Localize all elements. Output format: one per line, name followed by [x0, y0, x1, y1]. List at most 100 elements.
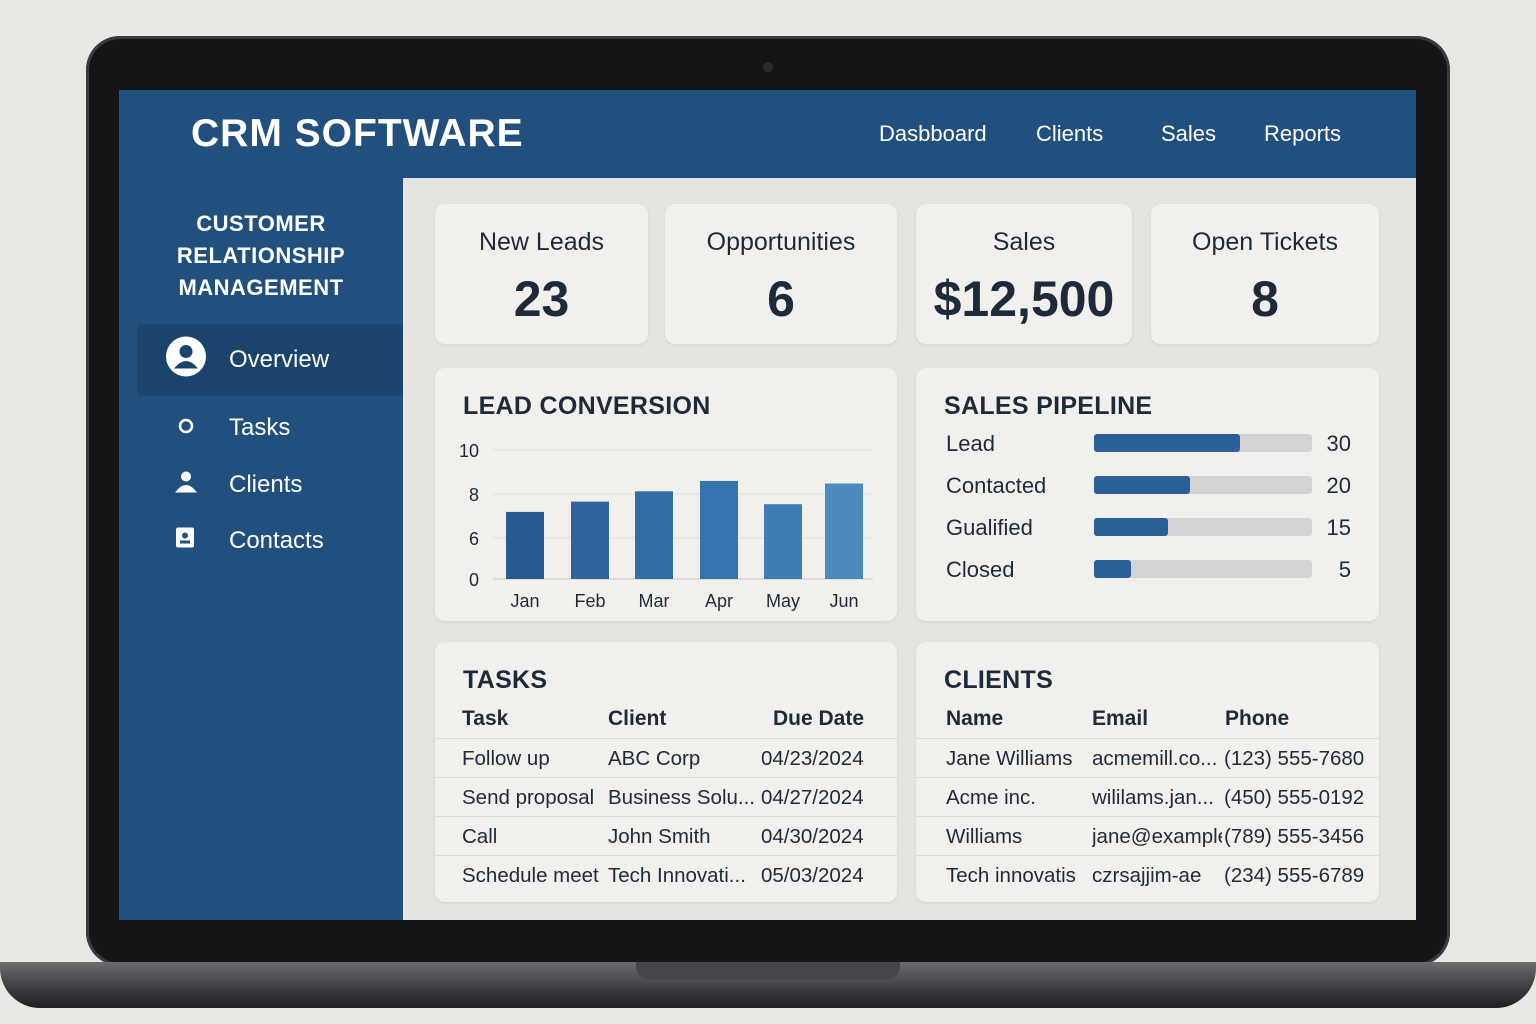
x-tick-label: Jan [510, 591, 539, 611]
y-tick-label: 6 [469, 529, 479, 549]
pipeline-bar-track [1094, 476, 1312, 494]
nav-sales[interactable]: Sales [1161, 121, 1217, 146]
chart-bar [635, 491, 673, 579]
pipeline-bar-track [1094, 434, 1312, 452]
pipeline-bar-fill [1094, 434, 1241, 452]
pipeline-bar-fill [1094, 560, 1132, 578]
pipeline-title: SALES PIPELINE [944, 392, 1153, 420]
x-tick-label: Feb [574, 591, 605, 611]
person-icon [174, 470, 198, 501]
x-tick-label: Jun [829, 591, 858, 611]
table-cell: Acme inc. [946, 786, 1036, 809]
tasks-card: TASKS Task Client Due Date Follow up ABC … [435, 642, 897, 902]
sidebar-item-tasks[interactable]: Tasks [137, 392, 403, 464]
x-tick-label: Apr [705, 591, 733, 611]
pipeline-bar-track [1094, 518, 1312, 536]
sidebar-item-label: Overview [229, 346, 330, 373]
table-cell: ABC Corp [608, 747, 701, 770]
y-tick-label: 10 [459, 441, 479, 461]
table-row[interactable]: Send proposal Business Solu... 04/27/2024 [435, 777, 897, 817]
contact-card-icon [175, 527, 195, 556]
pipeline-bar-fill [1094, 476, 1190, 494]
table-cell: wililams.jan... [1092, 786, 1214, 809]
kpi-value: 23 [513, 271, 570, 327]
sidebar-item-label: Contacts [229, 527, 324, 554]
sidebar-item-clients[interactable]: Clients [137, 449, 403, 521]
pipeline-stage-label: Contacted [946, 473, 1047, 498]
tasks-header-due-date: Due Date [773, 707, 865, 730]
pipeline-stage-value: 5 [1338, 557, 1351, 582]
sidebar-item-contacts[interactable]: Contacts [137, 505, 403, 577]
y-tick-label: 0 [469, 570, 479, 590]
sidebar-title-line: CUSTOMER [196, 211, 326, 236]
table-cell: (789) 555-3456 [1224, 825, 1365, 848]
table-cell: acmemill.co... [1092, 747, 1218, 770]
chart-bar [506, 511, 544, 579]
tasks-title: TASKS [463, 666, 548, 694]
kpi-card-sales: Sales $12,500 [916, 204, 1132, 344]
chart-bar [700, 480, 738, 579]
app-screen: CRM SOFTWARE Dasbboard Clients Sales Rep… [119, 90, 1416, 920]
sidebar: CUSTOMER RELATIONSHIP MANAGEMENT Overvie… [119, 178, 403, 920]
pipeline-bar-track [1094, 560, 1312, 578]
nav-reports[interactable]: Reports [1264, 121, 1342, 146]
kpi-value: 8 [1251, 271, 1279, 327]
sidebar-item-overview[interactable]: Overview [137, 324, 403, 396]
table-cell: 04/27/2024 [761, 786, 864, 809]
table-row[interactable]: Follow up ABC Corp 04/23/2024 [435, 738, 897, 778]
table-cell: Williams [946, 825, 1023, 848]
kpi-card-new-leads: New Leads 23 [435, 204, 648, 344]
circle-icon [177, 414, 195, 442]
table-cell: (123) 555-7680 [1224, 747, 1365, 770]
sidebar-title: CUSTOMER RELATIONSHIP MANAGEMENT [119, 208, 403, 304]
table-cell: Send proposal [462, 786, 595, 809]
x-tick-label: Mar [639, 591, 670, 611]
table-cell: Business Solu... [608, 786, 755, 809]
pipeline-stage-label: Gualified [946, 515, 1033, 540]
clients-header-name: Name [946, 707, 1004, 730]
kpi-card-opportunities: Opportunities 6 [665, 204, 897, 344]
table-cell: (234) 555-6789 [1224, 864, 1365, 887]
nav-dashboard[interactable]: Dasbboard [879, 121, 987, 146]
nav-clients[interactable]: Clients [1036, 121, 1104, 146]
pipeline-stage-value: 30 [1326, 431, 1351, 456]
chart-bar [825, 483, 863, 579]
table-cell: czrsajjim-ae [1092, 864, 1202, 887]
table-cell: Jane Williams [946, 747, 1073, 770]
sidebar-title-line: MANAGEMENT [178, 275, 344, 300]
kpi-label: Opportunities [706, 228, 856, 256]
laptop-notch [636, 962, 900, 980]
clients-card: CLIENTS Name Email Phone Jane Williams ac… [916, 642, 1379, 902]
table-cell: 04/30/2024 [761, 825, 864, 848]
table-row[interactable]: Call John Smith 04/30/2024 [435, 816, 897, 856]
sidebar-item-label: Tasks [229, 414, 291, 441]
kpi-label: Open Tickets [1192, 228, 1338, 256]
kpi-value: $12,500 [933, 271, 1115, 327]
app-title: CRM SOFTWARE [191, 112, 524, 155]
kpi-label: Sales [992, 228, 1056, 256]
kpi-value: 6 [767, 271, 795, 327]
top-bar: CRM SOFTWARE Dasbboard Clients Sales Rep… [119, 90, 1416, 178]
pipeline-bar-fill [1094, 518, 1169, 536]
table-row[interactable]: Jane Williams acmemill.co... (123) 555-768… [916, 738, 1379, 778]
sales-pipeline-card: SALES PIPELINE Lead 30 Contacted 20 Gualifie… [916, 368, 1379, 621]
table-row[interactable]: Acme inc. wililams.jan... (450) 555-0192 [916, 777, 1379, 817]
table-cell: Follow up [462, 747, 550, 770]
sidebar-item-label: Clients [229, 471, 303, 498]
lead-conversion-card: LEAD CONVERSION 10 8 6 0 Jan Feb Mar Apr May Jun [435, 368, 897, 621]
table-row[interactable]: Tech innovatis czrsajjim-ae (234) 555-6789 [916, 855, 1379, 895]
lead-conversion-chart: 10 8 6 0 Jan Feb Mar Apr May Jun [459, 441, 873, 611]
pipeline-stage-value: 20 [1326, 473, 1351, 498]
table-cell: Call [462, 825, 498, 848]
clients-title: CLIENTS [944, 666, 1054, 694]
table-cell: 04/23/2024 [761, 747, 864, 770]
camera-dot [763, 62, 773, 72]
y-tick-label: 8 [469, 485, 479, 505]
table-cell: 05/03/2024 [761, 864, 864, 887]
table-row[interactable]: Williams jane@example.com(789) 555-3456 [916, 816, 1379, 856]
tasks-header-client: Client [608, 707, 667, 730]
pipeline-stage-label: Lead [946, 431, 995, 456]
table-cell: Tech innovatis [946, 864, 1076, 887]
chart-title: LEAD CONVERSION [463, 392, 711, 420]
table-row[interactable]: Schedule meet Tech Innovati... 05/03/2024 [435, 855, 897, 895]
